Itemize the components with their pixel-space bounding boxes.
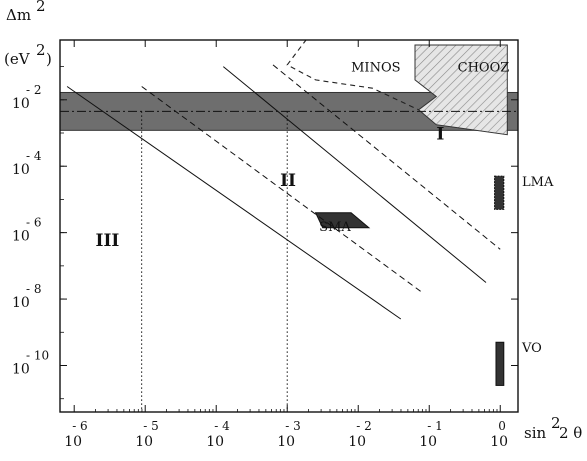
diagonal-line-4 — [272, 64, 501, 250]
x-tick-label-5: 10 — [348, 434, 366, 450]
x-tick-label-3: 10 — [206, 434, 224, 450]
vo-region — [495, 341, 505, 386]
y-tick-label-4: 10 — [12, 295, 30, 311]
annotation-chooz: CHOOZ — [458, 61, 510, 76]
x-tick-exp-1: - 6 — [72, 419, 88, 433]
plot-frame — [59, 39, 519, 413]
y-tick-exp-1: - 2 — [26, 83, 42, 97]
y-tick-exp-3: - 6 — [26, 216, 42, 230]
x-tick-exp-7: 0 — [498, 419, 506, 433]
x-tick-label-1: 10 — [64, 434, 82, 450]
diagonal-line-1 — [66, 86, 402, 320]
x-tick-exp-2: - 5 — [143, 419, 159, 433]
x-tick-label-2: 10 — [135, 434, 153, 450]
annotation-lma: LMA — [522, 175, 554, 190]
y-tick-label-3: 10 — [12, 229, 30, 245]
region-label-III: III — [96, 231, 120, 251]
y-axis-label: Δm — [6, 6, 31, 24]
y-axis-unit-sup: 2 — [36, 41, 46, 59]
x-tick-exp-3: - 4 — [214, 419, 230, 433]
x-tick-label-4: 10 — [277, 434, 295, 450]
x-axis-label-rest: 2 θ — [559, 424, 582, 442]
annotation-vo: VO — [521, 341, 542, 356]
region-label-I: I — [436, 125, 444, 145]
x-axis-label: sin — [524, 424, 546, 442]
annotation-sma: SMA — [319, 220, 351, 235]
x-tick-exp-4: - 3 — [285, 419, 301, 433]
lma-region — [494, 175, 505, 210]
y-axis-unit-close: ) — [46, 50, 52, 68]
x-tick-label-6: 10 — [419, 434, 437, 450]
y-axis-label-sup: 2 — [36, 0, 46, 15]
y-tick-label-5: 10 — [12, 362, 30, 378]
x-tick-exp-6: - 1 — [427, 419, 443, 433]
x-axis-label-sup: 2 — [551, 414, 561, 432]
y-axis-unit: (eV — [4, 50, 31, 68]
minos-contour — [286, 40, 419, 111]
x-tick-exp-5: - 2 — [356, 419, 372, 433]
y-tick-label-2: 10 — [12, 162, 30, 178]
y-tick-exp-4: - 8 — [26, 282, 42, 296]
chooz-region — [414, 44, 508, 136]
annotation-minos: MINOS — [351, 61, 400, 76]
region-label-II: II — [280, 171, 296, 191]
y-tick-exp-5: - 10 — [26, 349, 49, 363]
x-tick-label-7: 10 — [490, 434, 508, 450]
diagonal-line-2 — [141, 86, 423, 293]
y-tick-label-1: 10 — [12, 96, 30, 112]
y-tick-exp-2: - 4 — [26, 149, 42, 163]
diagonal-line-3 — [222, 66, 487, 283]
